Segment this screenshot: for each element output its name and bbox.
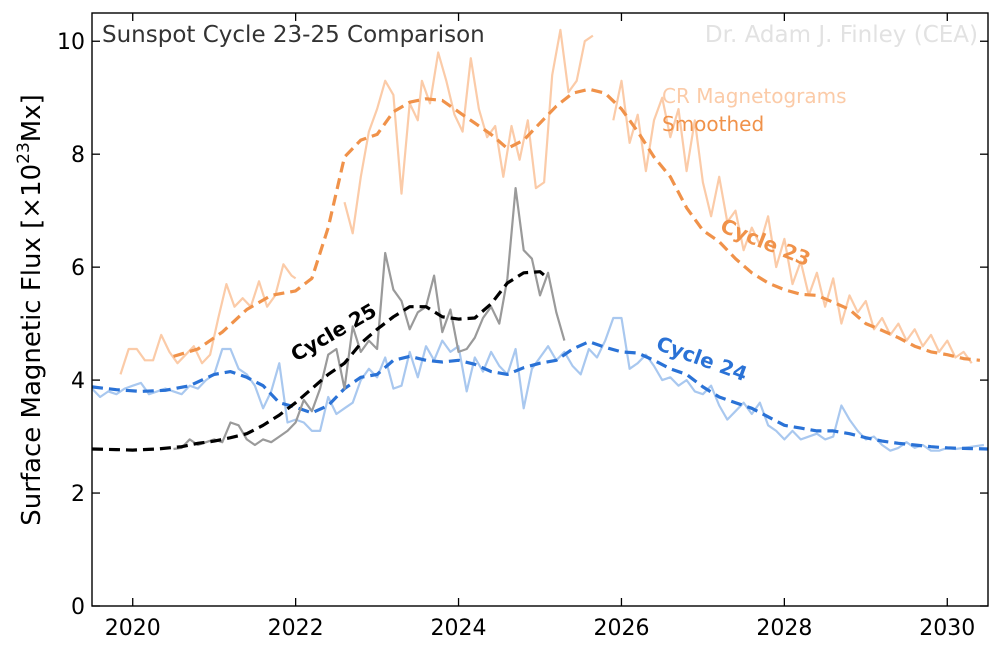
legend-smoothed: Smoothed <box>662 112 764 136</box>
x-tick-label-2022: 2022 <box>268 616 324 641</box>
series-layer <box>91 28 989 452</box>
x-tick-label-2028: 2028 <box>756 616 812 641</box>
series-line-cycle-25-cr-magnetograms-seg0 <box>173 187 566 451</box>
series-line-cycle-24-smoothed-seg0 <box>91 340 989 451</box>
chart-credit: Dr. Adam J. Finley (CEA) <box>705 22 978 48</box>
series-line-cycle-25-smoothed-seg0 <box>91 270 550 452</box>
tick-layer: 2020 2022 2024 2026 2028 2030 0 2 4 6 8 10 <box>57 13 988 641</box>
x-tick-label-2030: 2030 <box>919 616 975 641</box>
x-tick-label-2024: 2024 <box>431 616 487 641</box>
x-tick-label-2020: 2020 <box>105 616 161 641</box>
series-line-cycle-23-cr-magnetograms-seg1 <box>343 28 594 235</box>
y-axis-title-base: Surface Magnetic Flux [×10 <box>17 164 47 526</box>
chart-title: Sunspot Cycle 23-25 Comparison <box>102 22 485 48</box>
series-line-cycle-23-cr-magnetograms-seg0 <box>119 263 297 375</box>
y-axis-title-exponent: 23 <box>14 142 34 164</box>
y-axis-title: Surface Magnetic Flux [×1023Mx] <box>14 94 47 526</box>
y-axis-title-unit: Mx] <box>17 94 47 142</box>
legend-cr-magnetograms: CR Magnetograms <box>662 84 847 108</box>
y-tick-label-2: 2 <box>71 482 85 507</box>
y-tick-label-10: 10 <box>57 30 85 55</box>
y-tick-label-8: 8 <box>71 143 85 168</box>
series-line-cycle-23-smoothed-seg0 <box>173 87 981 362</box>
y-tick-label-0: 0 <box>71 595 85 620</box>
y-tick-label-6: 6 <box>71 256 85 281</box>
plot-frame <box>91 12 989 607</box>
y-tick-label-4: 4 <box>71 369 85 394</box>
series-line-cycle-24-cr-magnetograms-seg0 <box>91 316 985 452</box>
series-line-cycle-23-cr-magnetograms-seg2 <box>612 79 973 364</box>
x-tick-label-2026: 2026 <box>593 616 649 641</box>
cycle-25-label: Cycle 25 <box>287 298 381 366</box>
